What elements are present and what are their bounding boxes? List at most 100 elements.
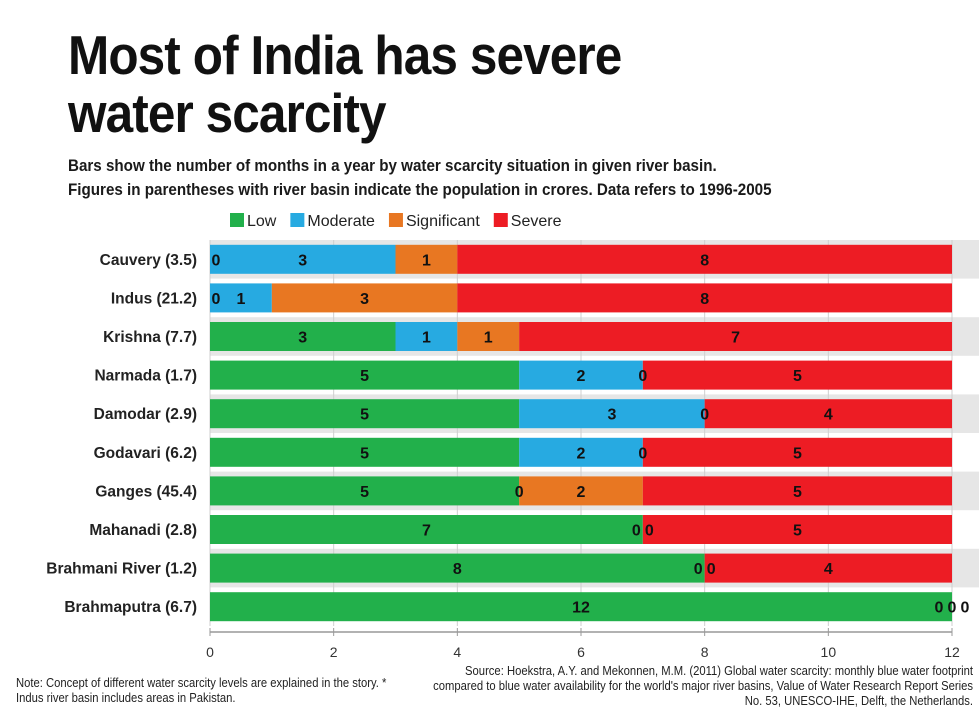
title-line-2: water scarcity bbox=[68, 82, 387, 144]
category-label: Narmada (1.7) bbox=[94, 368, 197, 385]
footnote: Note: Concept of different water scarcit… bbox=[16, 676, 387, 705]
data-label-severe: 8 bbox=[700, 252, 709, 269]
data-label-severe: 5 bbox=[793, 523, 802, 540]
data-label-moderate: 1 bbox=[422, 330, 431, 347]
bar-segment-low bbox=[210, 322, 396, 351]
legend-swatch-low bbox=[230, 213, 244, 227]
data-label-significant: 0 bbox=[948, 600, 957, 617]
legend-label-severe: Severe bbox=[511, 213, 562, 230]
legend-label-significant: Significant bbox=[406, 213, 480, 230]
data-label-low: 0 bbox=[212, 252, 221, 269]
legend-swatch-severe bbox=[493, 213, 508, 227]
bar-segment-severe bbox=[704, 399, 952, 429]
x-tick-label: 2 bbox=[330, 644, 338, 660]
bar-segment-low bbox=[210, 399, 520, 429]
category-label: Krishna (7.7) bbox=[103, 329, 197, 346]
bar-segment-moderate bbox=[519, 437, 643, 467]
data-label-severe: 5 bbox=[793, 368, 802, 385]
legend-swatch-significant bbox=[388, 213, 403, 227]
chart-subtitle: Bars show the number of months in a year… bbox=[68, 154, 772, 202]
data-label-severe: 5 bbox=[793, 484, 802, 501]
bar-segment-low bbox=[210, 515, 643, 544]
bar-segment-significant bbox=[519, 476, 643, 506]
bar-segment-severe bbox=[642, 476, 952, 506]
data-label-low: 5 bbox=[360, 484, 369, 501]
data-label-significant: 0 bbox=[700, 407, 709, 424]
bar-segment-moderate bbox=[519, 399, 705, 429]
data-label-low: 5 bbox=[360, 407, 369, 424]
bar-segment-significant bbox=[271, 283, 458, 313]
x-tick-label: 12 bbox=[944, 644, 960, 660]
data-label-low: 5 bbox=[360, 445, 369, 462]
data-label-significant: 0 bbox=[638, 368, 647, 385]
bar-segment-severe bbox=[642, 437, 952, 467]
data-label-low: 5 bbox=[360, 368, 369, 385]
data-label-moderate: 3 bbox=[607, 407, 616, 424]
x-tick-label: 6 bbox=[577, 644, 585, 660]
data-label-severe: 4 bbox=[824, 561, 833, 578]
bar-segment-low bbox=[210, 476, 520, 506]
data-label-moderate: 0 bbox=[935, 600, 944, 617]
data-label-moderate: 3 bbox=[298, 252, 307, 269]
category-label: Ganges (45.4) bbox=[95, 483, 197, 500]
data-label-significant: 0 bbox=[638, 445, 647, 462]
x-tick-label: 0 bbox=[206, 644, 214, 660]
data-label-moderate: 0 bbox=[515, 484, 524, 501]
subtitle-line-1: Bars show the number of months in a year… bbox=[68, 157, 717, 175]
data-label-severe: 7 bbox=[731, 330, 740, 347]
source-note: Source: Hoekstra, A.Y. and Mekonnen, M.M… bbox=[433, 664, 973, 708]
legend-label-moderate: Moderate bbox=[307, 213, 375, 230]
data-label-low: 12 bbox=[572, 600, 590, 617]
bar-segment-severe bbox=[642, 515, 952, 544]
data-label-low: 7 bbox=[422, 523, 431, 540]
category-label: Cauvery (3.5) bbox=[100, 252, 197, 269]
title-line-1: Most of India has severe bbox=[68, 24, 622, 86]
chart-title: Most of India has severe water scarcity bbox=[68, 24, 622, 144]
data-label-moderate: 1 bbox=[236, 291, 245, 308]
data-label-low: 3 bbox=[298, 330, 307, 347]
subtitle-line-2: Figures in parentheses with river basin … bbox=[68, 181, 772, 199]
data-label-low: 8 bbox=[453, 561, 462, 578]
data-label-significant: 0 bbox=[645, 523, 654, 540]
bar-segment-moderate bbox=[210, 283, 272, 313]
bar-segment-low bbox=[210, 360, 520, 390]
data-label-moderate: 0 bbox=[694, 561, 703, 578]
bar-segment-severe bbox=[704, 553, 952, 583]
category-label: Indus (21.2) bbox=[111, 290, 197, 307]
bar-segment-low bbox=[210, 437, 520, 467]
data-label-moderate: 0 bbox=[632, 523, 641, 540]
category-label: Brahmaputra (6.7) bbox=[64, 599, 197, 616]
bar-segment-low bbox=[210, 592, 952, 622]
x-tick-label: 8 bbox=[701, 644, 709, 660]
bar-segment-severe bbox=[642, 360, 952, 390]
category-label: Damodar (2.9) bbox=[94, 406, 197, 423]
x-tick-label: 10 bbox=[821, 644, 837, 660]
data-label-severe: 4 bbox=[824, 407, 833, 424]
data-label-moderate: 2 bbox=[577, 445, 586, 462]
data-label-severe: 8 bbox=[700, 291, 709, 308]
bar-segment-severe bbox=[457, 244, 952, 274]
data-label-low: 0 bbox=[212, 291, 221, 308]
data-label-moderate: 2 bbox=[577, 368, 586, 385]
category-label: Brahmani River (1.2) bbox=[46, 561, 197, 578]
data-label-significant: 1 bbox=[422, 252, 431, 269]
x-tick-label: 4 bbox=[453, 644, 461, 660]
data-label-severe: 0 bbox=[961, 600, 970, 617]
bar-segment-significant bbox=[395, 244, 458, 274]
category-label: Godavari (6.2) bbox=[94, 445, 197, 462]
data-label-significant: 0 bbox=[707, 561, 716, 578]
category-label: Mahanadi (2.8) bbox=[89, 522, 197, 539]
bar-segment-moderate bbox=[395, 322, 458, 351]
bar-segment-low bbox=[210, 553, 705, 583]
legend-label-low: Low bbox=[247, 213, 277, 230]
bar-segment-moderate bbox=[210, 244, 396, 274]
bar-segment-severe bbox=[519, 322, 952, 351]
data-label-severe: 5 bbox=[793, 445, 802, 462]
bar-segment-moderate bbox=[519, 360, 643, 390]
data-label-significant: 3 bbox=[360, 291, 369, 308]
data-label-significant: 2 bbox=[577, 484, 586, 501]
legend-swatch-moderate bbox=[290, 213, 305, 227]
bar-segment-severe bbox=[457, 283, 952, 313]
data-label-significant: 1 bbox=[484, 330, 493, 347]
